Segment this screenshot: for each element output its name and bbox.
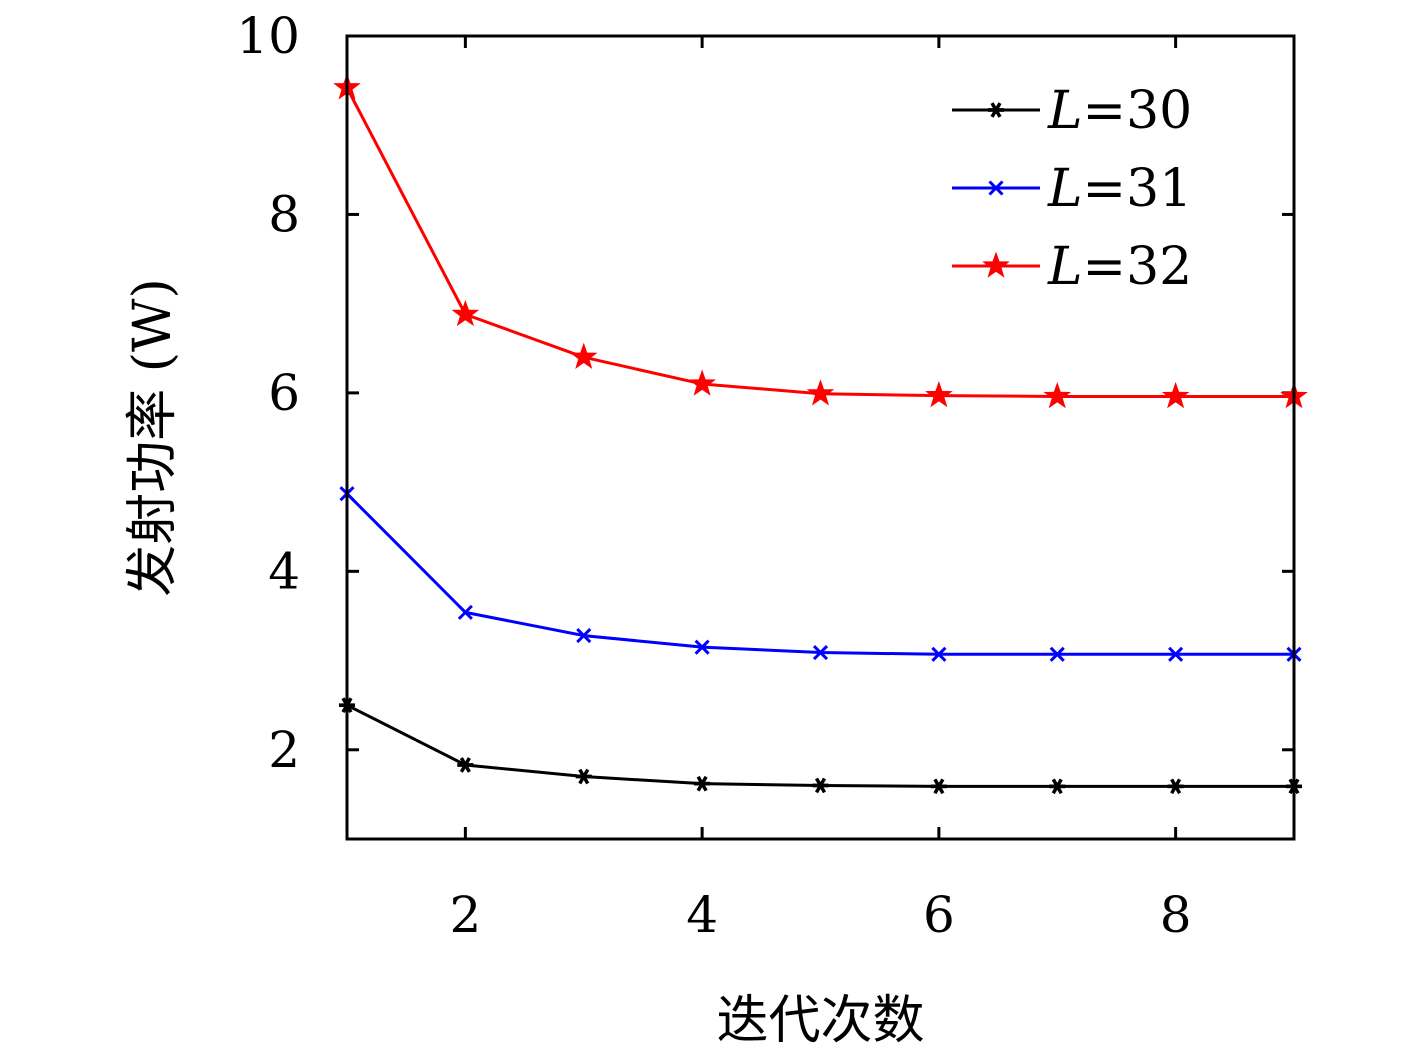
y-tick-label: 6 xyxy=(268,364,300,422)
data-point xyxy=(1049,646,1065,662)
data-point xyxy=(1049,778,1066,795)
series-line xyxy=(346,703,1294,788)
data-point xyxy=(806,379,835,406)
legend-label: L=31 xyxy=(1047,159,1192,219)
data-point xyxy=(451,299,480,327)
series-layer xyxy=(333,73,1308,795)
data-point xyxy=(925,381,953,408)
legend-label: L=32 xyxy=(1047,237,1192,297)
data-point xyxy=(688,369,716,396)
legend-entry: L=32 xyxy=(952,237,1192,297)
y-tick-label: 2 xyxy=(268,721,300,779)
data-point xyxy=(694,775,711,792)
legend-entry: L=31 xyxy=(952,159,1192,219)
legend: L=30 L=31 L=32 xyxy=(952,81,1192,297)
y-tick-label: 8 xyxy=(268,185,300,243)
data-point xyxy=(1043,381,1072,409)
y-tick-label: 10 xyxy=(236,7,300,65)
legend-marker xyxy=(988,180,1004,196)
legend-entry: L=30 xyxy=(952,81,1192,141)
legend-marker xyxy=(988,102,1004,118)
tick-labels: 2 4 6 8 2 4 6 8 10 xyxy=(236,7,1191,944)
legend-marker xyxy=(982,251,1010,278)
axis-ticks xyxy=(347,34,1294,839)
series-1 xyxy=(339,486,1302,662)
data-point xyxy=(1168,646,1184,662)
y-axis-title: 发射功率 (W) xyxy=(123,278,183,597)
data-point xyxy=(931,646,947,662)
series-line xyxy=(345,492,1294,656)
data-point xyxy=(569,342,598,369)
series-0 xyxy=(339,697,1302,795)
data-point xyxy=(1167,778,1184,795)
x-tick-label: 8 xyxy=(1160,886,1192,944)
series-2 xyxy=(333,73,1308,409)
data-point xyxy=(576,628,592,644)
data-point xyxy=(930,778,947,795)
plot-frame xyxy=(345,34,1296,841)
x-axis-title: 迭代次数 xyxy=(716,991,924,1050)
legend-label: L=30 xyxy=(1047,81,1192,141)
data-point xyxy=(457,604,473,620)
x-tick-label: 6 xyxy=(923,886,955,944)
data-point xyxy=(457,757,474,773)
data-point xyxy=(1161,381,1190,409)
x-tick-label: 4 xyxy=(686,886,718,944)
x-tick-label: 2 xyxy=(449,886,481,944)
data-point xyxy=(575,768,592,785)
y-tick-label: 4 xyxy=(268,542,300,600)
data-point xyxy=(812,644,829,661)
data-point xyxy=(694,639,710,655)
data-point xyxy=(812,777,829,794)
